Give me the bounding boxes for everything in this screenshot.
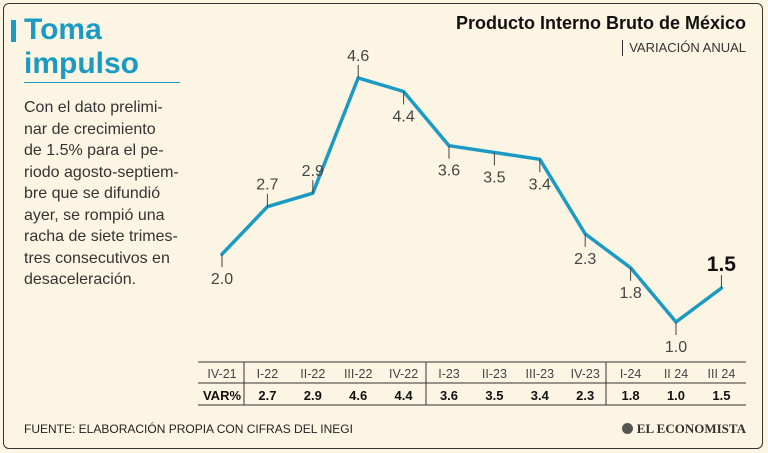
category-label: I-24 [620, 367, 642, 381]
table-value: 3.4 [531, 388, 550, 403]
table-value: 4.4 [395, 388, 414, 403]
series-line [220, 76, 724, 324]
category-label: III-22 [344, 367, 373, 381]
table-value: 1.5 [712, 388, 730, 403]
point-label: 2.0 [211, 271, 233, 288]
category-label: II-22 [300, 367, 325, 381]
point-label: 4.4 [392, 108, 414, 125]
table-value: 1.8 [622, 388, 640, 403]
table-value: 4.6 [349, 388, 367, 403]
globe-icon [621, 423, 633, 434]
category-label: IV-22 [389, 367, 418, 381]
headline: Toma impulso [24, 13, 140, 80]
point-label: 4.6 [347, 48, 369, 65]
category-label: III 24 [708, 367, 736, 381]
point-label: 2.7 [256, 177, 278, 194]
category-label: I-23 [438, 367, 460, 381]
source-note: FUENTE: ELABORACIÓN PROPIA CON CIFRAS DE… [24, 422, 353, 436]
category-label: IV-21 [207, 367, 236, 381]
category-label: II-23 [482, 367, 507, 381]
point-label: 3.4 [529, 176, 551, 193]
publisher-brand: EL ECONOMISTA [621, 421, 746, 437]
summary-text: Con el dato prelimi- nar de crecimiento … [24, 99, 179, 288]
category-label: III-23 [526, 367, 555, 381]
category-label: IV-23 [571, 367, 600, 381]
chart-subtitle: VARIACIÓN ANUAL [622, 40, 746, 56]
brand-label: EL ECONOMISTA [636, 421, 746, 436]
point-label: 1.0 [665, 339, 687, 356]
headline-rule [24, 82, 180, 83]
point-label: 2.9 [302, 163, 324, 180]
table-value: 3.6 [440, 388, 458, 403]
table-value: 3.5 [485, 388, 503, 403]
point-label: 1.5 [707, 253, 737, 276]
point-label: 3.5 [483, 170, 505, 187]
category-label: I-22 [257, 367, 279, 381]
category-label: II 24 [664, 367, 688, 381]
headline-accent-bar [11, 20, 16, 42]
chart-title: Producto Interno Bruto de México [455, 13, 746, 33]
table-value: 2.7 [258, 388, 276, 403]
point-label: 1.8 [619, 285, 641, 302]
table-value: 2.9 [304, 388, 322, 403]
table-value: 2.3 [576, 388, 594, 403]
card-frame [3, 3, 763, 449]
point-label: 2.3 [574, 251, 596, 268]
table-row-label: VAR% [203, 388, 241, 403]
table-value: 1.0 [667, 388, 685, 403]
point-label: 3.6 [438, 163, 460, 180]
